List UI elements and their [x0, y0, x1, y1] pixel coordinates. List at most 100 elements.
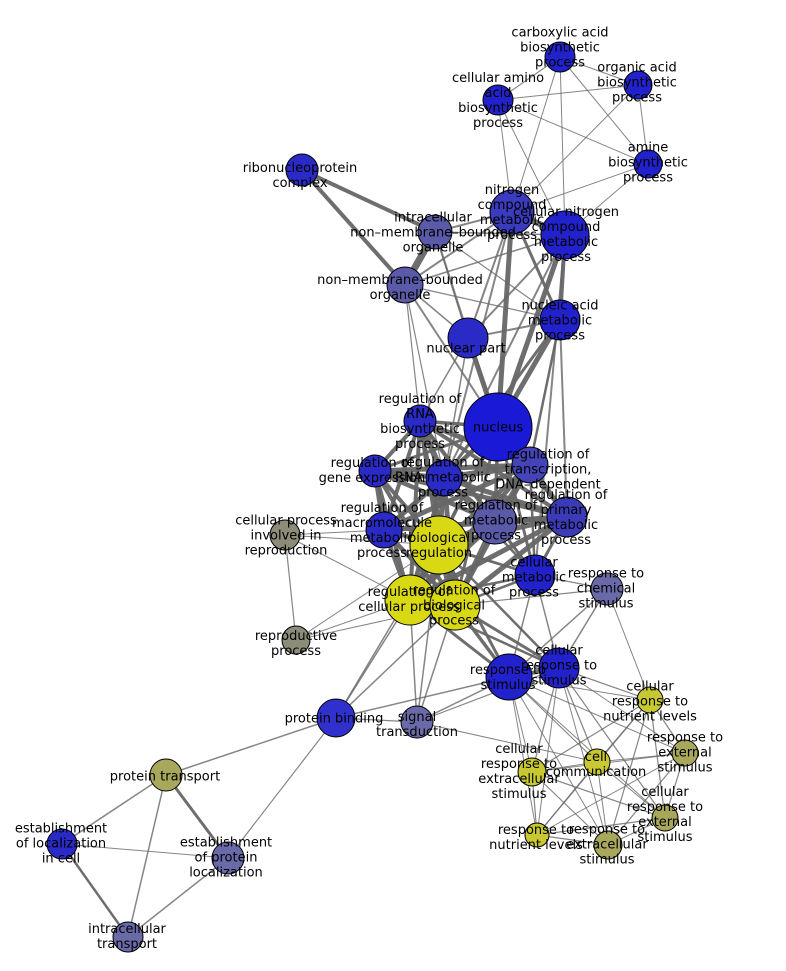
- graph-edge: [416, 721, 598, 763]
- node-layer: [46, 41, 699, 953]
- graph-node-establishment_of_protein_localization[interactable]: [211, 841, 245, 875]
- graph-node-cellular_process_involved_in_reproduction[interactable]: [269, 519, 301, 551]
- graph-edge: [404, 284, 421, 422]
- graph-node-regulation_of_cellular_process[interactable]: [384, 574, 436, 626]
- graph-edge: [434, 231, 561, 321]
- graph-edge: [596, 761, 666, 819]
- graph-edge: [497, 99, 649, 165]
- graph-edge: [335, 604, 456, 719]
- graph-edge: [528, 319, 562, 466]
- graph-node-cellular_metabolic_process[interactable]: [514, 554, 556, 596]
- graph-edge: [127, 774, 167, 938]
- graph-edge: [536, 761, 598, 836]
- graph-edge: [508, 676, 609, 846]
- graph-node-reproductive_process[interactable]: [281, 625, 311, 655]
- graph-edge: [607, 752, 686, 846]
- graph-node-biological_regulation[interactable]: [409, 515, 469, 575]
- graph-edge: [164, 774, 230, 859]
- graph-edge: [416, 667, 560, 723]
- graph-edge: [531, 771, 666, 819]
- graph-node-protein_binding[interactable]: [316, 698, 356, 738]
- graph-edge: [300, 168, 407, 287]
- graph-edge: [408, 420, 422, 601]
- graph-node-ribonucleoprotein_complex[interactable]: [285, 153, 319, 187]
- graph-node-non_membrane_bounded_organelle[interactable]: [386, 266, 424, 304]
- graph-edge: [508, 676, 538, 836]
- graph-node-response_to_external_stimulus[interactable]: [671, 739, 699, 767]
- graph-edge: [61, 843, 229, 859]
- graph-node-nitrogen_compound_metabolic_process[interactable]: [489, 189, 535, 235]
- graph-edge: [536, 817, 666, 836]
- graph-node-response_to_nutrient_levels[interactable]: [524, 822, 550, 848]
- graph-node-amine_biosynthetic_process[interactable]: [633, 149, 663, 179]
- graph-node-regulation_of_biological_process[interactable]: [429, 579, 481, 631]
- graph-node-cellular_response_to_extracellular_stimulus[interactable]: [517, 757, 547, 787]
- graph-edge: [61, 774, 167, 845]
- graph-edge: [558, 667, 609, 846]
- graph-edge: [284, 534, 297, 641]
- graph-edge: [497, 99, 566, 236]
- graph-node-regulation_of_metabolic_process[interactable]: [472, 499, 518, 545]
- edge-layer: [60, 56, 686, 938]
- graph-edge: [511, 84, 639, 213]
- graph-node-organic_acid_biosynthetic_process[interactable]: [623, 70, 653, 100]
- graph-edge: [165, 717, 337, 776]
- graph-node-nucleic_acid_metabolic_process[interactable]: [539, 299, 581, 341]
- graph-node-regulation_of_gene_expression[interactable]: [358, 454, 392, 488]
- graph-edge: [301, 168, 436, 234]
- graph-edge: [558, 667, 666, 819]
- graph-node-carboxylic_acid_biosynthetic_process[interactable]: [544, 41, 576, 73]
- graph-node-regulation_of_rna_metabolic_process[interactable]: [425, 459, 463, 497]
- graph-node-cellular_amino_acid_biosynthetic_process[interactable]: [482, 84, 514, 116]
- graph-edge: [127, 857, 229, 938]
- graph-node-intracellular_non_membrane_bounded_organelle[interactable]: [417, 214, 453, 250]
- graph-edge: [607, 699, 651, 846]
- graph-edge: [508, 676, 651, 701]
- graph-node-regulation_of_rna_biosynthetic_process[interactable]: [403, 404, 437, 438]
- graph-edge: [558, 667, 686, 754]
- graph-edge: [408, 514, 569, 603]
- graph-node-cell_communication[interactable]: [583, 748, 611, 776]
- graph-node-response_to_chemical_stimulus[interactable]: [590, 572, 624, 606]
- graph-node-cellular_response_to_nutrient_levels[interactable]: [636, 686, 664, 714]
- graph-edge: [416, 544, 440, 723]
- graph-node-regulation_of_macromolecule_metabolic_process[interactable]: [365, 511, 403, 549]
- graph-edge: [649, 699, 666, 819]
- graph-edge: [374, 468, 568, 520]
- graph-node-signal_transduction[interactable]: [400, 705, 434, 739]
- graph-edge: [404, 234, 566, 286]
- graph-edge: [511, 163, 649, 213]
- graph-edge: [335, 544, 440, 719]
- graph-node-protein_transport[interactable]: [149, 758, 183, 792]
- graph-node-response_to_extracellular_stimulus[interactable]: [593, 830, 623, 860]
- graph-edge: [495, 211, 515, 428]
- graph-node-nucleus[interactable]: [463, 392, 533, 462]
- graph-node-cellular_nitrogen_compound_metabolic_process[interactable]: [540, 210, 590, 260]
- graph-edge: [559, 319, 568, 518]
- graph-edge: [536, 752, 686, 836]
- graph-node-regulation_of_primary_metabolic_process[interactable]: [546, 496, 588, 538]
- graph-edge: [60, 843, 130, 938]
- graph-edge: [606, 588, 651, 701]
- graph-edge: [443, 337, 469, 479]
- graph-edge: [559, 56, 566, 236]
- graph-node-cellular_response_to_external_stimulus[interactable]: [651, 804, 679, 832]
- graph-edge: [511, 56, 561, 213]
- graph-edge: [531, 771, 609, 846]
- graph-edge: [531, 699, 651, 773]
- graph-edge: [559, 56, 649, 165]
- graph-node-regulation_of_transcription_dna_dependent[interactable]: [511, 446, 549, 484]
- graph-edge: [382, 462, 532, 533]
- graph-edge: [335, 676, 510, 719]
- graph-node-cellular_response_to_stimulus[interactable]: [538, 647, 580, 689]
- graph-edge: [404, 284, 561, 321]
- graph-node-response_to_stimulus[interactable]: [485, 653, 533, 701]
- graph-edge: [508, 676, 666, 819]
- graph-node-nuclear_part[interactable]: [447, 317, 489, 359]
- graph-edge: [227, 717, 337, 859]
- graph-node-intracellular_transport[interactable]: [112, 921, 144, 953]
- graph-edge: [497, 84, 639, 101]
- graph-node-establishment_of_localization_in_cell[interactable]: [46, 828, 78, 860]
